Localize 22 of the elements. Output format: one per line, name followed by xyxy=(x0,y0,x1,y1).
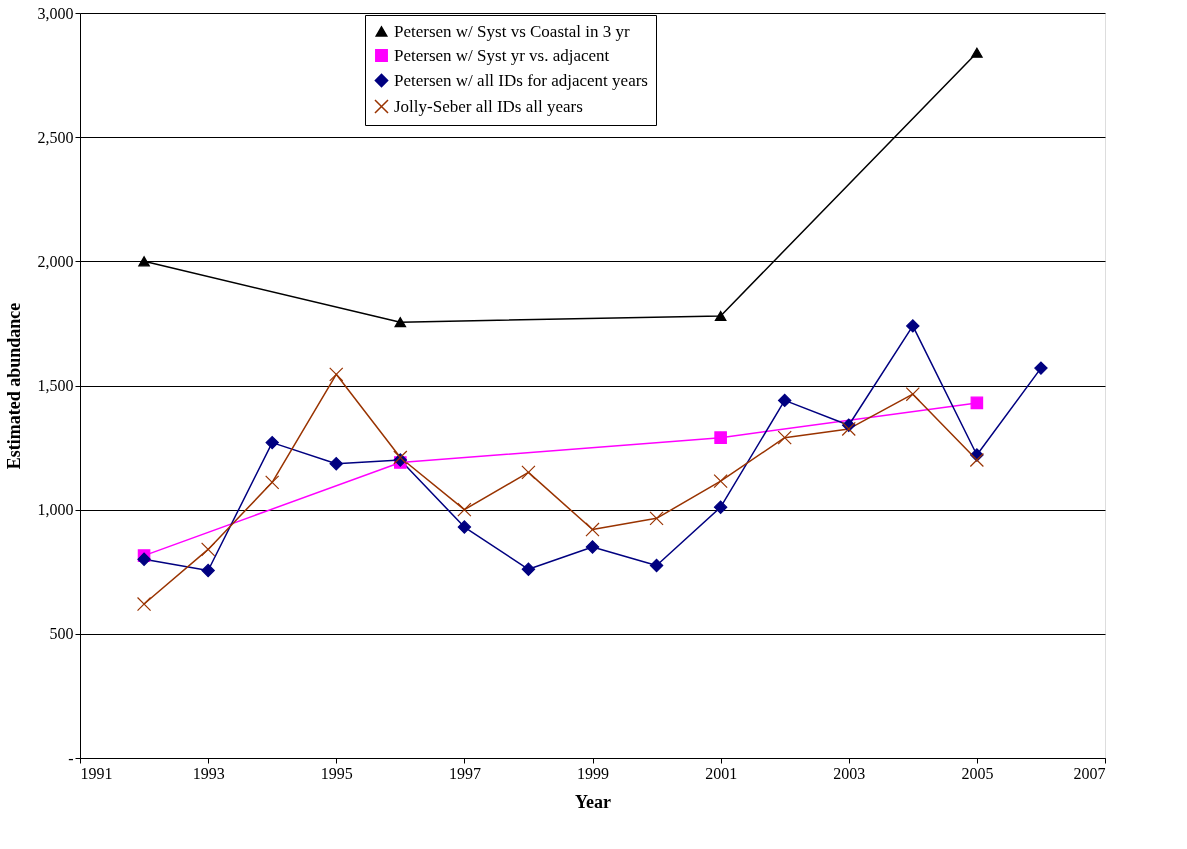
x-tick-label: 1993 xyxy=(192,764,225,782)
y-tick-label: 1,500 xyxy=(37,377,74,394)
legend-label: Jolly-Seber all IDs all years xyxy=(394,96,583,116)
x-tick-label: 2007 xyxy=(1073,764,1106,782)
y-tick-label: 2,500 xyxy=(37,128,74,146)
x-tick-label: 1995 xyxy=(320,764,353,782)
legend-label: Petersen w/ Syst vs Coastal in 3 yr xyxy=(394,21,630,41)
x-tick-label: 1997 xyxy=(448,764,481,782)
x-axis-title: Year xyxy=(575,791,611,812)
y-axis-title: Estimated abundance xyxy=(3,302,24,470)
y-tick-label: 2,000 xyxy=(37,252,74,270)
y-tick-label: 3,000 xyxy=(37,4,74,22)
x-tick-label: 1999 xyxy=(577,764,609,782)
y-tick-label: 1,000 xyxy=(37,501,74,519)
legend-label: Petersen w/ Syst yr vs. adjacent xyxy=(394,45,610,65)
y-tick-label: 500 xyxy=(49,625,74,643)
x-tick-label: 2003 xyxy=(833,764,866,782)
x-tick-label: 1991 xyxy=(80,764,113,782)
x-tick-label: 2001 xyxy=(705,764,738,782)
legend-label: Petersen w/ all IDs for adjacent years xyxy=(394,70,648,90)
x-tick-label: 2005 xyxy=(961,764,994,782)
y-tick-label: - xyxy=(68,749,74,767)
